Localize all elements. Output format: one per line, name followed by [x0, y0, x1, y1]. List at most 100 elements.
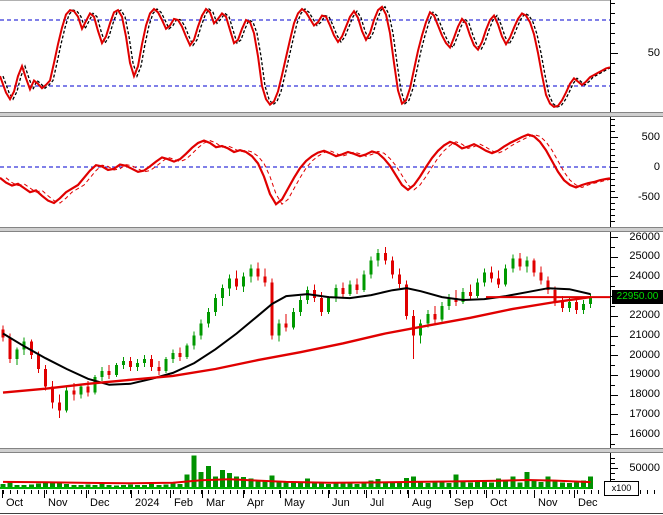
- month-tick: [366, 490, 367, 498]
- week-tick: [491, 490, 493, 494]
- stochastic-plot-svg: [0, 5, 611, 109]
- volume-bar: [474, 481, 480, 489]
- week-tick: [463, 490, 465, 494]
- candle-body: [263, 276, 267, 283]
- month-tick: [170, 490, 171, 498]
- price-panel[interactable]: [0, 232, 611, 448]
- candle-body: [178, 353, 182, 358]
- week-tick: [73, 490, 75, 494]
- candle-body: [525, 260, 529, 267]
- week-tick: [95, 490, 96, 494]
- momentum-panel[interactable]: [0, 117, 611, 227]
- volume-bar: [177, 484, 183, 489]
- major-tick: [611, 256, 618, 258]
- minor-tick: [611, 221, 615, 222]
- panel-splitter-2[interactable]: [0, 227, 663, 232]
- volume-bar: [559, 482, 565, 489]
- volume-bar: [241, 477, 247, 489]
- month-tick: [408, 490, 409, 498]
- candle-body: [440, 305, 444, 320]
- major-tick: [611, 167, 618, 168]
- volume-bar: [552, 481, 558, 489]
- minor-tick: [611, 13, 615, 14]
- candle-body: [79, 386, 83, 395]
- price-y-axis[interactable]: 22950.00 26000 25000 24000 22000 21000 20000 1…: [610, 231, 663, 448]
- week-tick: [59, 490, 61, 494]
- candle-body: [546, 280, 550, 291]
- week-tick: [180, 490, 181, 494]
- volume-bar: [43, 482, 48, 489]
- volume-bar: [354, 484, 360, 489]
- candles: [1, 246, 593, 419]
- week-tick: [172, 490, 174, 494]
- panel-splitter-1[interactable]: [0, 112, 663, 117]
- stochastic-y-axis[interactable]: 50: [610, 0, 663, 112]
- volume-bar: [481, 479, 487, 489]
- volume-bar: [92, 484, 98, 489]
- week-tick: [293, 490, 295, 494]
- major-tick: [611, 137, 618, 138]
- volume-bar: [57, 483, 63, 489]
- candle-body: [412, 315, 416, 336]
- candle-body: [511, 258, 515, 269]
- y-axis-label: 500: [641, 130, 660, 143]
- time-axis[interactable]: Oct Nov Dec 2024 Feb Mar Apr May Jun Jul Aug Sep Oct…: [0, 490, 663, 513]
- week-tick: [385, 490, 387, 494]
- y-axis-label: 21000: [629, 329, 660, 341]
- y-axis-label: 50000: [629, 461, 660, 474]
- y-axis-label: 20000: [629, 348, 660, 361]
- volume-y-axis[interactable]: 50000: [610, 453, 663, 490]
- month-label: Apr: [247, 497, 265, 509]
- week-tick: [378, 490, 380, 494]
- minor-tick: [611, 23, 615, 24]
- volume-bar: [255, 480, 261, 489]
- minor-tick: [611, 345, 615, 347]
- candle-body: [355, 284, 359, 291]
- volume-bar: [418, 482, 424, 489]
- minor-tick: [611, 33, 615, 34]
- volume-bar: [538, 481, 544, 489]
- volume-panel[interactable]: [0, 453, 611, 490]
- candle-body: [461, 292, 465, 302]
- volume-bar: [71, 484, 77, 489]
- week-tick: [165, 490, 167, 494]
- minor-tick: [611, 191, 615, 192]
- week-tick: [80, 490, 82, 494]
- volume-bar: [503, 481, 509, 489]
- panel-splitter-3[interactable]: [0, 448, 663, 453]
- volume-bar: [35, 483, 41, 489]
- week-tick: [109, 490, 111, 494]
- candle-body: [121, 361, 125, 365]
- volume-bars: [0, 455, 594, 489]
- major-tick: [611, 394, 618, 396]
- month-tick: [280, 490, 281, 498]
- minor-tick: [611, 215, 615, 216]
- candle-body: [490, 272, 493, 279]
- volume-bar: [510, 476, 516, 489]
- week-tick: [321, 490, 323, 494]
- volume-bar: [432, 482, 438, 489]
- candle-body: [228, 278, 232, 289]
- minor-tick: [611, 384, 615, 386]
- stochastic-panel[interactable]: [0, 0, 611, 112]
- week-tick: [38, 490, 40, 494]
- stochastic-line: [0, 5, 611, 109]
- candle-body: [284, 323, 288, 328]
- week-tick: [399, 490, 401, 494]
- candle-body: [298, 300, 302, 312]
- bottom-border: [0, 513, 663, 514]
- candle-body: [567, 302, 571, 308]
- ma-slow-red-line: [2, 295, 591, 394]
- month-label: Oct: [6, 497, 24, 509]
- momentum-y-axis[interactable]: 500 0 -500: [610, 117, 663, 227]
- candle-body: [482, 272, 486, 283]
- month-tick: [574, 490, 575, 498]
- week-tick: [654, 490, 656, 494]
- minor-tick: [611, 83, 615, 84]
- minor-tick: [611, 93, 615, 94]
- minor-tick: [611, 119, 615, 120]
- candle-body: [242, 276, 246, 287]
- month-tick: [44, 490, 45, 498]
- week-tick: [470, 490, 472, 494]
- volume-bar: [99, 484, 105, 489]
